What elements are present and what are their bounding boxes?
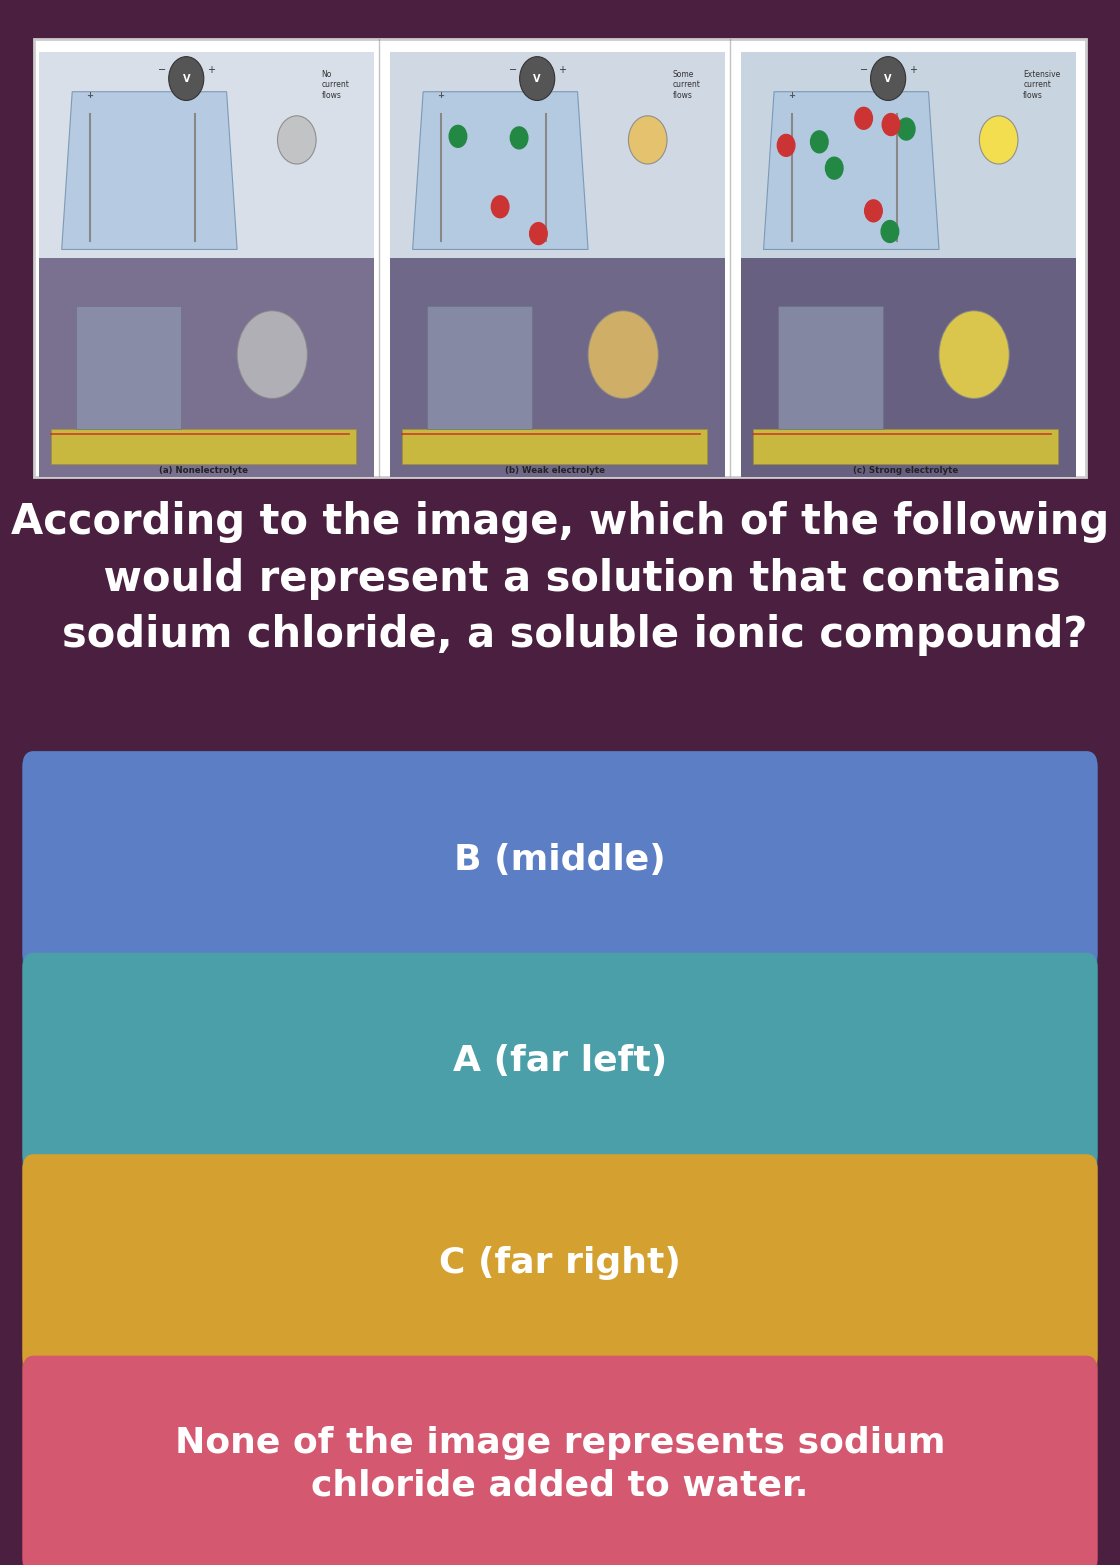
Circle shape [825,156,843,178]
Bar [39,258,374,477]
Text: -: - [544,91,548,100]
Bar [740,258,1076,477]
Text: -: - [194,91,197,100]
FancyBboxPatch shape [22,751,1098,969]
Polygon shape [62,92,237,249]
Text: V: V [183,74,190,83]
Text: +: + [86,91,93,100]
Text: (a) Nonelectrolyte: (a) Nonelectrolyte [159,466,249,476]
Bar [427,307,532,429]
Text: (b) Weak electrolyte: (b) Weak electrolyte [505,466,605,476]
Text: +: + [207,64,215,75]
Circle shape [777,135,795,157]
Text: Some
current
flows: Some current flows [672,70,700,100]
Bar [753,429,1058,465]
Bar [390,52,725,258]
Bar [777,307,883,429]
Text: A (far left): A (far left) [452,1044,668,1078]
Circle shape [855,108,872,130]
Circle shape [628,116,668,164]
Circle shape [881,221,898,243]
Text: C (far right): C (far right) [439,1246,681,1280]
Circle shape [169,56,204,100]
Bar [402,429,708,465]
Circle shape [278,116,316,164]
Bar [76,307,181,429]
Text: None of the image represents sodium
chloride added to water.: None of the image represents sodium chlo… [175,1426,945,1502]
Text: -: - [895,91,898,100]
Circle shape [530,222,548,244]
Text: V: V [533,74,541,83]
Bar [39,52,374,258]
Text: V: V [885,74,892,83]
Circle shape [449,125,467,147]
FancyBboxPatch shape [22,1355,1098,1565]
Circle shape [520,56,554,100]
Bar [52,429,356,465]
Text: +: + [558,64,566,75]
Circle shape [870,56,906,100]
Circle shape [511,127,528,149]
FancyBboxPatch shape [22,1153,1098,1380]
Circle shape [865,200,883,222]
Text: Extensive
current
flows: Extensive current flows [1024,70,1061,100]
Polygon shape [412,92,588,249]
Text: B (middle): B (middle) [454,844,666,876]
FancyBboxPatch shape [22,1153,1098,1371]
Circle shape [237,311,307,399]
Polygon shape [764,92,939,249]
Circle shape [492,196,508,218]
Circle shape [811,131,828,153]
Text: +: + [437,91,445,100]
Text: No
current
flows: No current flows [321,70,349,100]
FancyBboxPatch shape [22,1355,1098,1565]
FancyBboxPatch shape [34,39,1086,477]
Bar [390,258,725,477]
Text: −: − [158,64,166,75]
Text: −: − [508,64,516,75]
Text: According to the image, which of the following
   would represent a solution tha: According to the image, which of the fol… [11,501,1109,656]
Text: +: + [908,64,916,75]
Text: (c) Strong electrolyte: (c) Strong electrolyte [853,466,959,476]
Circle shape [939,311,1009,399]
FancyBboxPatch shape [22,953,1098,1171]
FancyBboxPatch shape [22,751,1098,978]
Bar [740,52,1076,258]
FancyBboxPatch shape [22,953,1098,1180]
Circle shape [588,311,659,399]
Text: −: − [859,64,868,75]
Text: +: + [788,91,795,100]
Circle shape [883,114,899,136]
Circle shape [979,116,1018,164]
Circle shape [897,117,915,139]
